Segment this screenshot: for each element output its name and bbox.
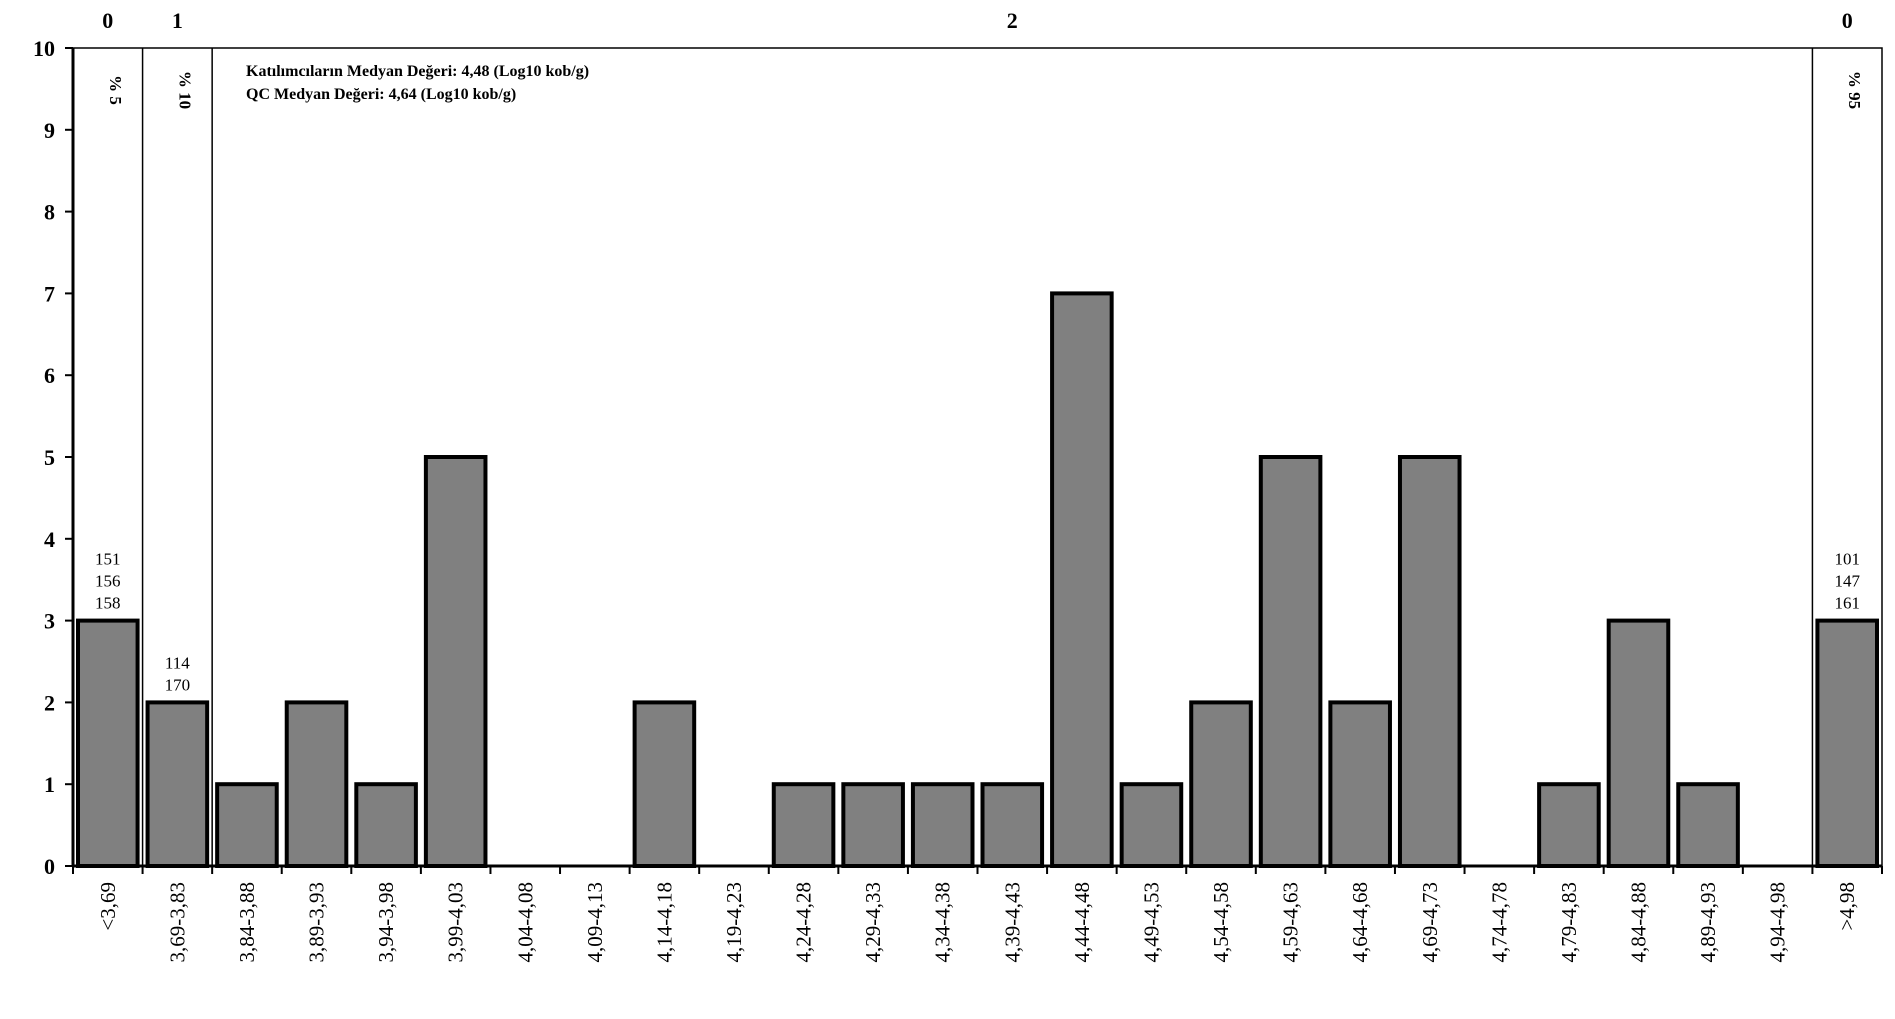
x-category-label: 4,04-4,08	[513, 882, 537, 963]
bar	[1328, 700, 1392, 869]
x-category-label: 4,94-4,98	[1766, 882, 1790, 963]
bar	[1397, 455, 1462, 868]
y-tick-label: 7	[44, 281, 55, 306]
bar	[1258, 455, 1323, 868]
zone-count-label: 1	[172, 8, 183, 33]
bar	[354, 782, 418, 869]
y-tick-label: 6	[44, 363, 55, 388]
percentile-label: % 95	[1845, 71, 1864, 109]
y-tick-label: 1	[44, 772, 55, 797]
x-category-label: 3,99-4,03	[444, 882, 468, 963]
y-tick-label: 0	[44, 854, 55, 879]
labels-layer: 0% 51% 102 0% 951511561581141701011471610…	[33, 8, 1864, 963]
x-category-label: 4,79-4,83	[1557, 882, 1581, 963]
bar-annotation: 114	[165, 653, 190, 672]
zone-count-label: 0	[102, 8, 113, 33]
x-category-label: 3,94-3,98	[374, 882, 398, 963]
x-category-label: 4,24-4,28	[792, 882, 816, 963]
bar	[215, 782, 279, 869]
bar-annotation: 158	[95, 594, 121, 613]
x-category-label: 4,49-4,53	[1139, 882, 1163, 963]
percentile-label: % 5	[106, 75, 125, 105]
y-tick-label: 3	[44, 609, 55, 634]
y-tick-label: 4	[44, 527, 55, 552]
bar	[980, 782, 1045, 869]
x-category-label: 4,59-4,63	[1279, 882, 1303, 963]
x-category-label: 4,34-4,38	[931, 882, 955, 963]
bar-annotation: 156	[95, 572, 121, 591]
x-category-label: 4,69-4,73	[1418, 882, 1442, 963]
x-category-label: 4,74-4,78	[1487, 882, 1511, 963]
x-category-label: 4,29-4,33	[861, 882, 885, 963]
bar	[1676, 782, 1740, 869]
x-category-label: 4,44-4,48	[1070, 882, 1094, 963]
bar	[632, 700, 697, 869]
x-category-label: 3,84-3,88	[235, 882, 259, 963]
bar	[76, 618, 140, 868]
y-tick-label: 2	[44, 690, 55, 715]
zone-count-label: 2	[1007, 8, 1018, 33]
x-category-label: >4,98	[1835, 882, 1859, 931]
percentile-label: % 10	[175, 71, 194, 109]
x-category-label: 4,14-4,18	[652, 882, 676, 963]
bar	[771, 782, 836, 869]
y-tick-label: 5	[44, 445, 55, 470]
qc-median-text: QC Medyan Değeri: 4,64 (Log10 kob/g)	[246, 86, 516, 103]
axes-layer	[65, 47, 1883, 874]
bar	[1815, 618, 1880, 868]
x-category-label: 4,84-4,88	[1626, 882, 1650, 963]
bar	[284, 700, 349, 869]
bar-annotation: 147	[1834, 572, 1860, 591]
bar-annotation: 151	[95, 550, 121, 569]
x-category-label: 4,89-4,93	[1696, 882, 1720, 963]
y-tick-label: 9	[44, 118, 55, 143]
bar	[1050, 291, 1114, 868]
bar	[1119, 782, 1184, 869]
x-category-label: 4,54-4,58	[1209, 882, 1233, 963]
x-category-label: 4,09-4,13	[583, 882, 607, 963]
participants-median-text: Katılımcıların Medyan Değeri: 4,48 (Log1…	[246, 63, 589, 80]
bar	[1537, 782, 1601, 869]
y-tick-label: 10	[33, 36, 55, 61]
x-category-label: 4,64-4,68	[1348, 882, 1372, 963]
bars-layer	[76, 291, 1880, 869]
bar	[841, 782, 905, 869]
bar	[423, 455, 488, 868]
bar-annotation: 101	[1834, 550, 1860, 569]
x-category-label: 3,69-3,83	[165, 882, 189, 963]
bar	[1189, 700, 1253, 869]
bar	[1606, 618, 1671, 868]
bar-annotation: 161	[1834, 594, 1860, 613]
y-tick-label: 8	[44, 200, 55, 225]
x-category-label: <3,69	[96, 882, 120, 931]
bar	[910, 782, 975, 869]
x-category-label: 4,19-4,23	[722, 882, 746, 963]
x-category-label: 3,89-3,93	[305, 882, 329, 963]
x-category-label: 4,39-4,43	[1000, 882, 1024, 963]
bar-annotation: 170	[165, 675, 191, 694]
zone-count-label: 0	[1842, 8, 1853, 33]
bar	[145, 700, 210, 869]
